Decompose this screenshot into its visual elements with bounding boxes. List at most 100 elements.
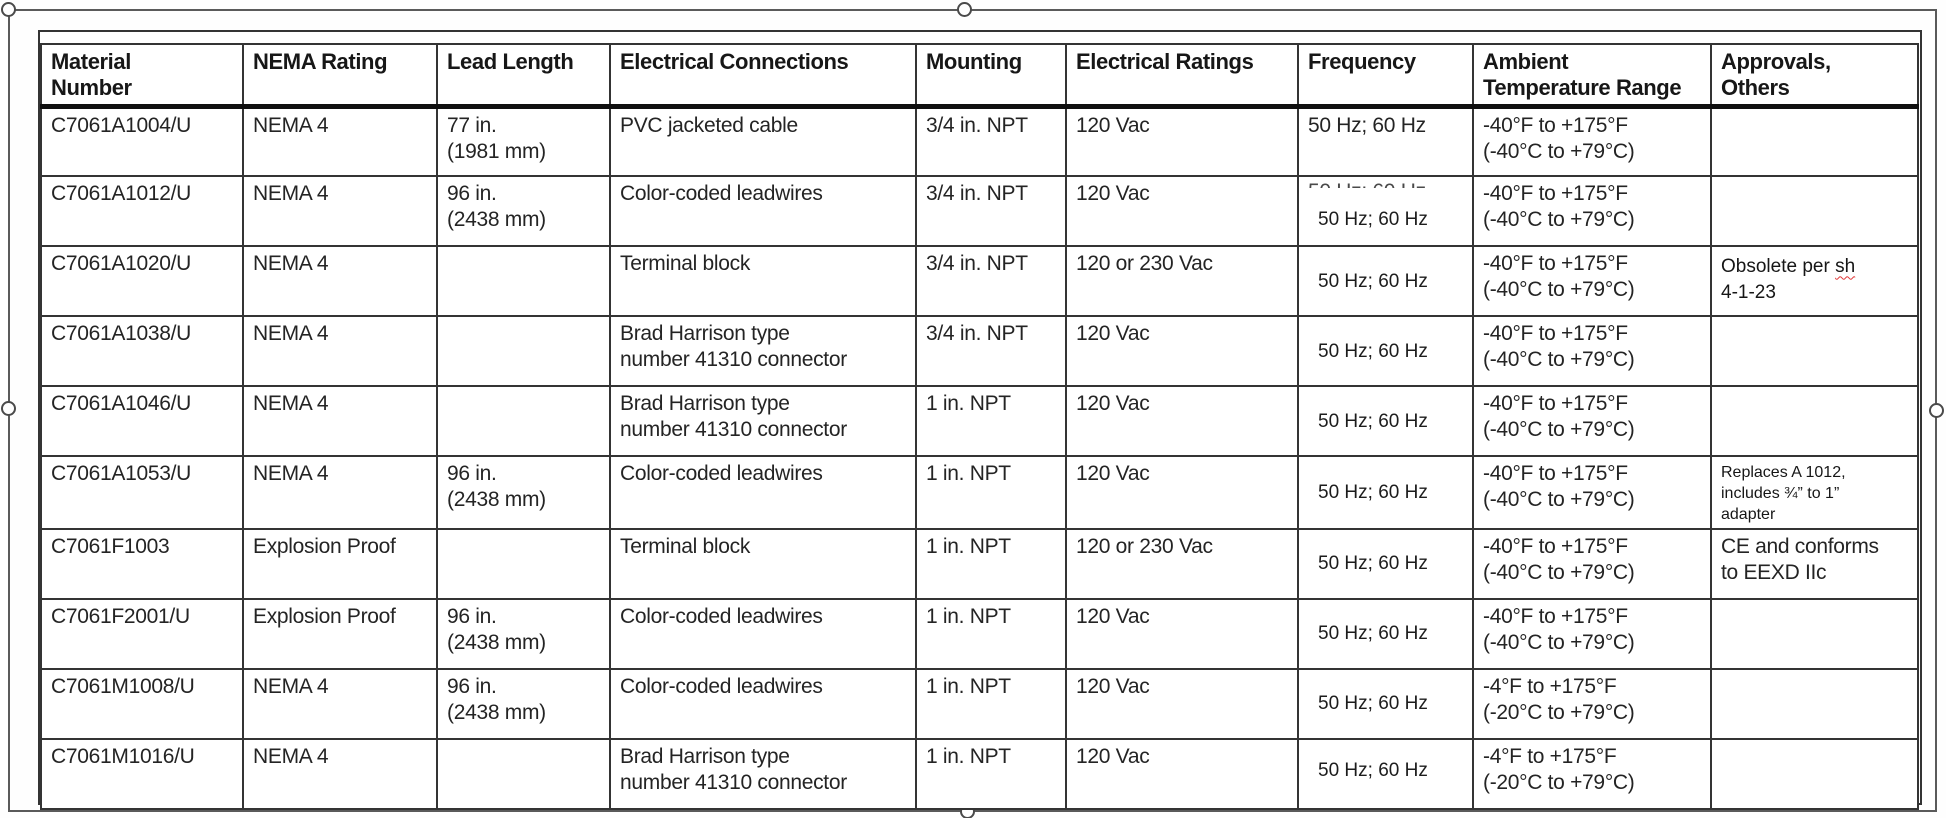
cell-electrical-ratings: 120 Vac — [1065, 105, 1299, 178]
column-header-electrical-ratings: Electrical Ratings — [1065, 42, 1299, 109]
cell-approvals — [1710, 667, 1919, 740]
table-row: C7061A1020/U NEMA 4 Terminal block 3/4 i… — [40, 245, 1919, 318]
table-row: C7061M1016/U NEMA 4 Brad Harrison type n… — [40, 737, 1919, 810]
pasted-white-textbox[interactable]: 50 Hz; 60 Hz — [1305, 248, 1470, 315]
cell-lead-length: 96 in. (2438 mm) — [436, 455, 611, 530]
cell-lead-length — [436, 315, 611, 388]
cell-lead-length — [436, 527, 611, 600]
cell-ambient-temperature: -4°F to +175°F (-20°C to +79°C) — [1472, 737, 1712, 810]
cell-ambient-temperature: -40°F to +175°F (-40°C to +79°C) — [1472, 455, 1712, 530]
resize-handle-left-middle[interactable] — [1, 401, 16, 416]
table-row: C7061A1038/U NEMA 4 Brad Harrison type n… — [40, 315, 1919, 388]
cell-electrical-connections: Color-coded leadwires — [609, 455, 917, 530]
spellcheck-squiggle-word: sh — [1835, 256, 1856, 278]
cell-material-number: C7061M1016/U — [40, 737, 244, 810]
cell-approvals-annotation: Replaces A 1012, includes ¾” to 1” adapt… — [1710, 455, 1919, 530]
cell-approvals — [1710, 597, 1919, 670]
table-row: C7061A1004/U NEMA 4 77 in. (1981 mm) PVC… — [40, 105, 1919, 178]
cell-material-number: C7061A1038/U — [40, 315, 244, 388]
cell-frequency-pasted-textbox: 50 Hz; 60 Hz — [1297, 737, 1474, 810]
cell-nema-rating: NEMA 4 — [242, 455, 438, 530]
cell-material-number: C7061A1046/U — [40, 385, 244, 458]
cell-lead-length: 96 in. (2438 mm) — [436, 667, 611, 740]
cell-nema-rating: Explosion Proof — [242, 527, 438, 600]
cell-nema-rating: NEMA 4 — [242, 315, 438, 388]
cell-ambient-temperature: -40°F to +175°F (-40°C to +79°C) — [1472, 175, 1712, 248]
cell-nema-rating: NEMA 4 — [242, 737, 438, 810]
cell-electrical-ratings: 120 or 230 Vac — [1065, 245, 1299, 318]
cell-ambient-temperature: -40°F to +175°F (-40°C to +79°C) — [1472, 597, 1712, 670]
header-row: Material Number NEMA Rating Lead Length … — [40, 42, 1919, 109]
cell-material-number: C7061A1053/U — [40, 455, 244, 530]
resize-handle-right-middle[interactable] — [1929, 403, 1944, 418]
cell-electrical-ratings: 120 Vac — [1065, 175, 1299, 248]
cell-material-number: C7061A1004/U — [40, 105, 244, 178]
cell-frequency-pasted-textbox: 50 Hz; 60 Hz 50 Hz; 60 Hz — [1297, 175, 1474, 248]
cell-ambient-temperature: -40°F to +175°F (-40°C to +79°C) — [1472, 105, 1712, 178]
resize-handle-top-left[interactable] — [1, 2, 16, 17]
cell-nema-rating: NEMA 4 — [242, 175, 438, 248]
cell-electrical-connections: Terminal block — [609, 245, 917, 318]
cell-ambient-temperature: -40°F to +175°F (-40°C to +79°C) — [1472, 527, 1712, 600]
pasted-white-textbox[interactable]: 50 Hz; 60 Hz — [1305, 189, 1470, 245]
column-header-lead-length: Lead Length — [436, 42, 611, 109]
column-header-frequency: Frequency — [1297, 42, 1474, 109]
pasted-white-textbox[interactable]: 50 Hz; 60 Hz — [1305, 388, 1470, 455]
cell-frequency-pasted-textbox: 50 Hz; 60 Hz — [1297, 245, 1474, 318]
cell-ambient-temperature: -4°F to +175°F (-20°C to +79°C) — [1472, 667, 1712, 740]
cell-frequency-pasted-textbox: 50 Hz; 60 Hz — [1297, 667, 1474, 740]
cell-electrical-connections: Color-coded leadwires — [609, 667, 917, 740]
cell-frequency-pasted-textbox: 50 Hz; 60 Hz — [1297, 385, 1474, 458]
cell-mounting: 3/4 in. NPT — [915, 175, 1067, 248]
cell-electrical-connections: PVC jacketed cable — [609, 105, 917, 178]
cell-electrical-ratings: 120 Vac — [1065, 737, 1299, 810]
pasted-white-textbox[interactable]: 50 Hz; 60 Hz — [1305, 458, 1470, 527]
pasted-white-textbox[interactable]: 50 Hz; 60 Hz — [1305, 740, 1470, 806]
resize-handle-top-center[interactable] — [957, 2, 972, 17]
cell-lead-length: 96 in. (2438 mm) — [436, 175, 611, 248]
product-spec-table: Material Number NEMA Rating Lead Length … — [40, 42, 1919, 810]
cell-mounting: 3/4 in. NPT — [915, 105, 1067, 178]
covered-original-text: 50 Hz; 60 Hz — [1308, 179, 1426, 188]
pasted-white-textbox[interactable]: 50 Hz; 60 Hz — [1305, 670, 1470, 737]
obsolete-note: Obsolete per sh 4-1-23 — [1721, 256, 1856, 303]
cell-frequency: 50 Hz; 60 Hz — [1297, 105, 1474, 178]
cell-frequency-pasted-textbox: 50 Hz; 60 Hz — [1297, 597, 1474, 670]
cell-electrical-connections: Brad Harrison type number 41310 connecto… — [609, 385, 917, 458]
cell-approvals — [1710, 315, 1919, 388]
cell-material-number: C7061A1012/U — [40, 175, 244, 248]
column-header-ambient-temperature-range: Ambient Temperature Range — [1472, 42, 1712, 109]
table-row: C7061A1053/U NEMA 4 96 in. (2438 mm) Col… — [40, 455, 1919, 530]
pasted-white-textbox[interactable]: 50 Hz; 60 Hz — [1305, 600, 1470, 667]
cell-mounting: 3/4 in. NPT — [915, 245, 1067, 318]
cell-lead-length — [436, 385, 611, 458]
column-header-mounting: Mounting — [915, 42, 1067, 109]
table-row: C7061F2001/U Explosion Proof 96 in. (243… — [40, 597, 1919, 670]
cell-material-number: C7061F2001/U — [40, 597, 244, 670]
cell-lead-length — [436, 245, 611, 318]
cell-ambient-temperature: -40°F to +175°F (-40°C to +79°C) — [1472, 385, 1712, 458]
column-header-electrical-connections: Electrical Connections — [609, 42, 917, 109]
cell-electrical-ratings: 120 or 230 Vac — [1065, 527, 1299, 600]
cell-frequency-pasted-textbox: 50 Hz; 60 Hz — [1297, 315, 1474, 388]
cell-lead-length — [436, 737, 611, 810]
cell-lead-length: 96 in. (2438 mm) — [436, 597, 611, 670]
cell-approvals: CE and conforms to EEXD IIc — [1710, 527, 1919, 600]
cell-approvals — [1710, 385, 1919, 458]
cell-nema-rating: NEMA 4 — [242, 245, 438, 318]
pasted-white-textbox[interactable]: 50 Hz; 60 Hz — [1305, 530, 1470, 597]
cell-approvals — [1710, 175, 1919, 248]
cell-mounting: 1 in. NPT — [915, 385, 1067, 458]
column-header-nema-rating: NEMA Rating — [242, 42, 438, 109]
table-row: C7061M1008/U NEMA 4 96 in. (2438 mm) Col… — [40, 667, 1919, 740]
cell-mounting: 1 in. NPT — [915, 527, 1067, 600]
cell-material-number: C7061F1003 — [40, 527, 244, 600]
cell-approvals — [1710, 105, 1919, 178]
cell-electrical-connections: Color-coded leadwires — [609, 597, 917, 670]
cell-lead-length: 77 in. (1981 mm) — [436, 105, 611, 178]
cell-ambient-temperature: -40°F to +175°F (-40°C to +79°C) — [1472, 245, 1712, 318]
pasted-white-textbox[interactable]: 50 Hz; 60 Hz — [1305, 318, 1470, 385]
cell-ambient-temperature: -40°F to +175°F (-40°C to +79°C) — [1472, 315, 1712, 388]
cell-mounting: 3/4 in. NPT — [915, 315, 1067, 388]
